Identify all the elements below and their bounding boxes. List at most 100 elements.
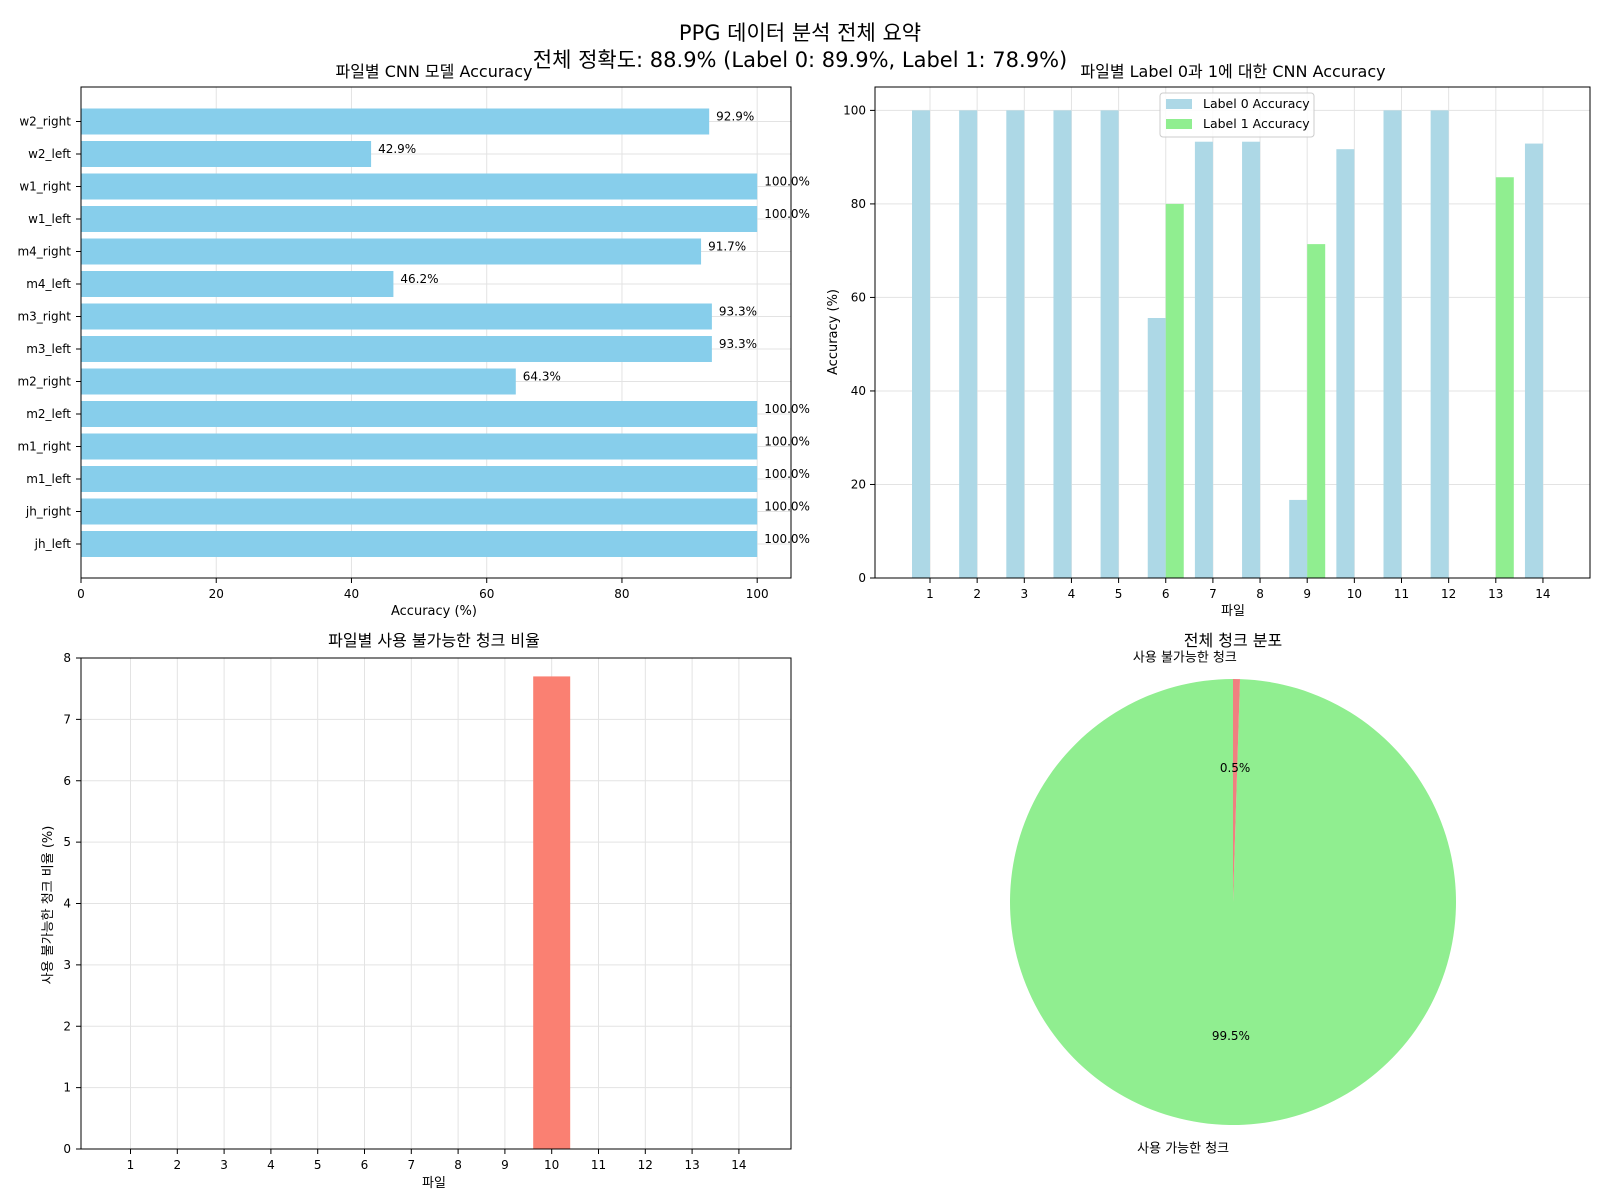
legend-label: Label 1 Accuracy (1203, 116, 1310, 131)
accuracy-by-file-bar (81, 498, 758, 525)
unusable-ratio-xtick-label: 14 (731, 1158, 746, 1172)
pie-slice (1009, 679, 1456, 1125)
label-accuracy-xtick-label: 9 (1303, 587, 1311, 601)
unusable-ratio-ytick-label: 3 (63, 958, 71, 972)
accuracy-by-file-value-label: 93.3% (719, 337, 757, 351)
chunk-distribution-title: 전체 청크 분포 (1184, 631, 1283, 650)
accuracy-by-file-xtick-label: 20 (209, 587, 224, 601)
accuracy-by-file-category-label: m1_left (26, 472, 71, 486)
accuracy-by-file-category-label: w1_left (28, 212, 71, 226)
accuracy-by-file-bar (81, 173, 758, 200)
label-accuracy-bar-series-0 (1194, 141, 1213, 578)
pie-percent-label: 99.5% (1212, 1029, 1250, 1043)
label-accuracy-bar-series-0 (912, 110, 930, 578)
legend-swatch (1166, 99, 1192, 109)
unusable-ratio-xtick-label: 2 (173, 1158, 181, 1172)
unusable-ratio-ytick-label: 0 (63, 1142, 71, 1156)
accuracy-by-file-category-label: w2_left (28, 147, 71, 161)
unusable-ratio-xlabel: 파일 (422, 1176, 446, 1191)
pie-slice-label: 사용 가능한 청크 (1137, 1141, 1229, 1156)
unusable-ratio-ytick-label: 2 (63, 1019, 71, 1033)
unusable-ratio-bar (533, 676, 571, 1149)
accuracy-by-file-bar (81, 466, 758, 492)
accuracy-by-file-value-label: 93.3% (719, 305, 757, 319)
accuracy-by-file-value-label: 42.9% (378, 142, 416, 156)
label-accuracy-xtick-label: 7 (1209, 587, 1217, 601)
accuracy-by-file-bar (81, 108, 710, 135)
label-accuracy-xtick-label: 5 (1115, 587, 1123, 601)
accuracy-by-file-value-label: 64.3% (523, 370, 561, 384)
label-accuracy-bar-series-0 (1524, 143, 1543, 578)
label-accuracy-bar-series-0 (1336, 149, 1355, 578)
label-accuracy-title: 파일별 Label 0과 1에 대한 CNN Accuracy (1080, 62, 1385, 81)
accuracy-by-file-xlabel: Accuracy (%) (391, 604, 477, 619)
accuracy-by-file-category-label: m2_left (26, 407, 71, 421)
accuracy-by-file-bar (81, 531, 758, 557)
accuracy-by-file-bar (81, 141, 372, 167)
label-accuracy-xlabel: 파일 (1221, 604, 1245, 619)
accuracy-by-file-frame (80, 86, 792, 579)
accuracy-by-file-title: 파일별 CNN 모델 Accuracy (335, 62, 532, 81)
label-accuracy-xtick-label: 4 (1068, 587, 1076, 601)
unusable-ratio-xtick-label: 7 (407, 1158, 415, 1172)
label-accuracy-legend: Label 0 Accuracy Label 1 Accuracy (1159, 92, 1315, 138)
unusable-ratio-xtick-label: 5 (314, 1158, 322, 1172)
label-accuracy-bar-series-1 (1495, 177, 1514, 578)
accuracy-by-file-value-label: 100.0% (764, 532, 810, 546)
label-accuracy-bar-series-0 (1289, 499, 1308, 578)
unusable-ratio-xtick-label: 11 (591, 1158, 606, 1172)
figure-suptitle-line1: PPG 데이터 분석 전체 요약 (679, 21, 921, 45)
accuracy-by-file-category-label: jh_left (34, 537, 72, 551)
label-accuracy-ytick-label: 40 (851, 384, 866, 398)
unusable-ratio-ytick-label: 1 (63, 1081, 71, 1095)
unusable-ratio-ylabel: 사용 불가능한 청크 비율 (%) (41, 826, 56, 985)
accuracy-by-file-xtick-label: 100 (746, 587, 769, 601)
accuracy-by-file-category-label: m1_right (17, 440, 71, 454)
legend-box (1159, 92, 1315, 138)
unusable-ratio-xtick-label: 10 (544, 1158, 559, 1172)
label-accuracy-xtick-label: 11 (1394, 587, 1409, 601)
label-accuracy-bar-series-0 (1147, 318, 1166, 578)
label-accuracy-bar-series-0 (1100, 110, 1119, 578)
label-accuracy-ytick-label: 80 (851, 197, 866, 211)
unusable-ratio-xtick-label: 8 (454, 1158, 462, 1172)
label-accuracy-bar-series-1 (1165, 203, 1184, 578)
label-accuracy-bar-series-0 (1242, 141, 1261, 578)
accuracy-by-file-category-label: m2_right (17, 375, 71, 389)
label-accuracy-xtick-label: 2 (973, 587, 981, 601)
unusable-ratio-title: 파일별 사용 불가능한 청크 비율 (328, 631, 540, 650)
label-accuracy-xtick-label: 8 (1256, 587, 1264, 601)
accuracy-by-file-value-label: 91.7% (708, 240, 746, 254)
accuracy-by-file-category-label: m4_right (17, 245, 71, 259)
unusable-ratio-ytick-label: 5 (63, 835, 71, 849)
chunk-distribution-pie: 전체 청크 분포 99.5% 사용 가능한 청크 0.5% 사용 불가능한 청크 (1009, 631, 1456, 1156)
unusable-ratio-ytick-label: 6 (63, 774, 71, 788)
label-accuracy-bar-series-1 (1307, 244, 1326, 578)
label-accuracy-bar-series-0 (1006, 110, 1025, 578)
accuracy-by-file-value-label: 100.0% (764, 467, 810, 481)
pie-slice (1233, 679, 1241, 902)
accuracy-by-file-bar (81, 271, 394, 297)
unusable-ratio-xtick-label: 9 (501, 1158, 509, 1172)
unusable-ratio-xtick-label: 12 (638, 1158, 653, 1172)
label-accuracy-xtick-label: 14 (1535, 587, 1550, 601)
accuracy-by-file-chart: 파일별 CNN 모델 Accuracy Accuracy (%) 0 20 40 60… (17, 62, 809, 619)
unusable-ratio-xtick-label: 6 (361, 1158, 369, 1172)
accuracy-by-file-bar (81, 336, 712, 362)
pie-slice-label: 사용 불가능한 청크 (1133, 651, 1237, 666)
accuracy-by-file-xtick-label: 60 (479, 587, 494, 601)
label-accuracy-bar-series-0 (959, 110, 978, 578)
accuracy-by-file-bar (81, 206, 758, 232)
label-accuracy-xtick-label: 13 (1488, 587, 1503, 601)
accuracy-by-file-bar (81, 303, 712, 330)
accuracy-by-file-value-label: 100.0% (764, 402, 810, 416)
unusable-chunk-ratio-chart: 파일별 사용 불가능한 청크 비율 파일 사용 불가능한 청크 비율 (%) 0… (41, 631, 792, 1191)
label-accuracy-frame (874, 86, 1591, 579)
label-accuracy-xtick-label: 12 (1441, 587, 1456, 601)
label-accuracy-bar-series-0 (1053, 110, 1072, 578)
accuracy-by-file-category-label: m3_left (26, 342, 71, 356)
label-accuracy-ytick-label: 100 (843, 103, 866, 117)
figure-suptitle-line2: 전체 정확도: 88.9% (Label 0: 89.9%, Label 1: … (533, 48, 1067, 72)
unusable-ratio-frame (80, 657, 792, 1150)
